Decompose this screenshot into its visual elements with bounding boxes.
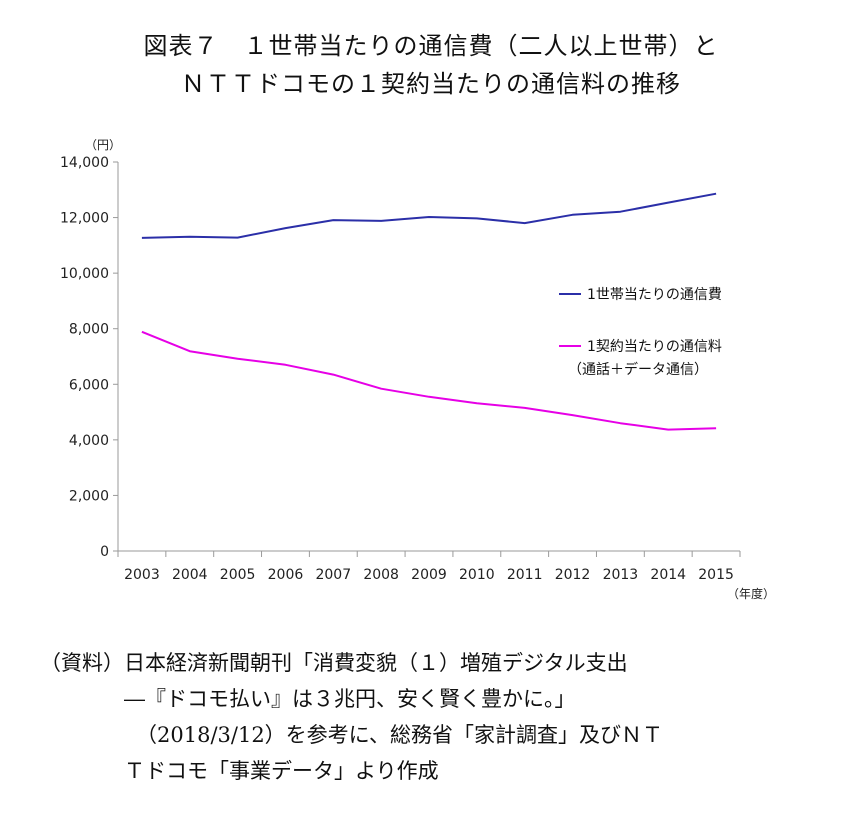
series-line-contract-fee bbox=[141, 330, 717, 431]
y-tick-label: 0 bbox=[100, 544, 109, 560]
x-tick-label: 2003 bbox=[124, 567, 160, 583]
x-axis-unit-label: （年度） bbox=[727, 586, 775, 601]
x-tick-label: 2013 bbox=[603, 567, 639, 583]
x-tick-label: 2007 bbox=[315, 567, 351, 583]
x-tick-label: 2008 bbox=[363, 567, 399, 583]
x-tick-label: 2015 bbox=[698, 567, 734, 583]
line-chart: 02,0004,0006,0008,00010,00012,00014,000 … bbox=[60, 138, 775, 601]
source-note-line1: （資料）日本経済新聞朝刊「消費変貌（１）増殖デジタル支出 bbox=[40, 651, 628, 675]
chart-legend: 1世帯当たりの通信費 1契約当たりの通信料 （通話＋データ通信） bbox=[559, 287, 722, 378]
y-axis-unit-label: （円） bbox=[85, 138, 121, 152]
x-axis-ticks: 2003 2004 2005 2006 2007 2008 2009 2010 2011 2012… bbox=[117, 551, 741, 583]
x-tick-label: 2012 bbox=[555, 567, 591, 583]
source-note-line3: （2018/3/12）を参考に、総務省「家計調査」及びＮＴ bbox=[136, 723, 664, 747]
y-tick-label: 8,000 bbox=[69, 322, 109, 338]
y-tick-label: 10,000 bbox=[60, 266, 109, 282]
y-axis-ticks: 0 2,000 4,000 6,000 8,000 10,000 12,000 14,000 bbox=[60, 155, 118, 560]
y-tick-label: 6,000 bbox=[69, 377, 109, 393]
source-note-line4: Ｔドコモ「事業データ」より作成 bbox=[124, 759, 439, 783]
chart-axes bbox=[117, 162, 740, 552]
chart-title-line1: 図表７ １世帯当たりの通信費（二人以上世帯）と bbox=[143, 32, 719, 60]
y-tick-label: 2,000 bbox=[69, 488, 109, 504]
y-tick-label: 12,000 bbox=[60, 211, 109, 227]
x-tick-label: 2006 bbox=[268, 567, 304, 583]
legend-label-contract: 1契約当たりの通信料 bbox=[587, 339, 722, 355]
x-tick-label: 2005 bbox=[220, 567, 256, 583]
series-line-household-spending bbox=[141, 192, 717, 239]
y-tick-label: 4,000 bbox=[69, 433, 109, 449]
x-tick-label: 2009 bbox=[411, 567, 447, 583]
x-tick-label: 2014 bbox=[650, 567, 686, 583]
legend-label-contract-note: （通話＋データ通信） bbox=[568, 361, 708, 378]
y-tick-label: 14,000 bbox=[60, 155, 109, 171]
x-tick-label: 2011 bbox=[507, 567, 543, 583]
x-tick-label: 2004 bbox=[172, 567, 208, 583]
series-lines bbox=[141, 192, 717, 431]
source-note-line2: ―『ドコモ払い』は３兆円、安く賢く豊かに。」 bbox=[124, 687, 576, 711]
x-tick-label: 2010 bbox=[459, 567, 495, 583]
legend-label-household: 1世帯当たりの通信費 bbox=[587, 287, 722, 303]
chart-title-line2: ＮＴＴドコモの１契約当たりの通信料の推移 bbox=[181, 70, 681, 98]
